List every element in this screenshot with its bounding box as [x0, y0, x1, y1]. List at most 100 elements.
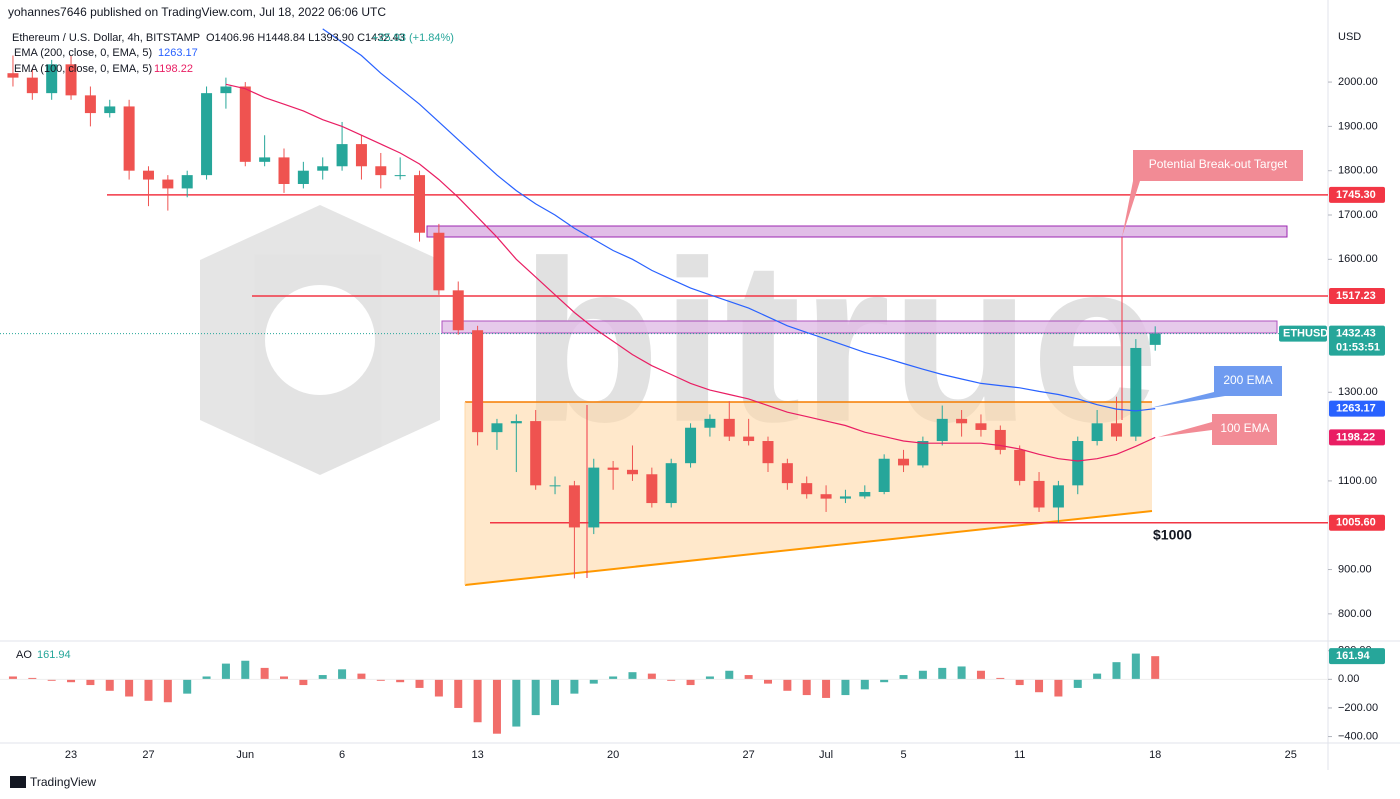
- x-tick-label: 27: [743, 749, 755, 761]
- x-tick-label: Jul: [819, 749, 833, 761]
- y-tick-label: 2000.00: [1338, 76, 1378, 88]
- ao-bar: [725, 670, 734, 680]
- candle-body: [297, 170, 309, 184]
- ao-bar: [221, 663, 230, 680]
- ao-bar: [357, 673, 366, 680]
- y-tick-label: 800.00: [1338, 608, 1372, 620]
- ao-bar: [551, 679, 560, 706]
- ao-bar: [318, 675, 327, 680]
- plot: [0, 28, 1328, 579]
- candle-body: [142, 170, 154, 180]
- x-tick-label: 11: [1014, 749, 1025, 761]
- candle-body: [433, 232, 445, 291]
- candle-body: [530, 421, 542, 486]
- level-badge: [1329, 186, 1385, 203]
- ao-bar: [647, 673, 656, 680]
- candle-body: [278, 157, 290, 184]
- ao-name: AO: [16, 649, 32, 661]
- candle-body: [1014, 449, 1026, 481]
- ao-bar: [415, 679, 424, 688]
- candle-body: [646, 474, 658, 504]
- legend-name: EMA (100, close, 0, EMA, 5): [14, 63, 152, 75]
- ao-tick-label: −200.00: [1338, 702, 1378, 714]
- x-tick-label: 27: [142, 749, 154, 761]
- candle-body: [1091, 423, 1103, 442]
- ema-badge: [1329, 400, 1385, 417]
- countdown: 01:53:51: [1336, 341, 1380, 353]
- candle-body: [239, 86, 251, 162]
- candle-body: [317, 166, 329, 171]
- target-label: $1000: [1153, 527, 1192, 543]
- candle-body: [472, 330, 484, 433]
- candle-body: [994, 429, 1006, 450]
- x-tick-label: 18: [1149, 749, 1161, 761]
- candle-body: [588, 467, 600, 528]
- ema-line: [322, 28, 1156, 412]
- candle-body: [123, 106, 135, 171]
- price-badge: [1329, 325, 1385, 356]
- ao-bar: [241, 660, 250, 680]
- x-tick-label: 6: [339, 749, 345, 761]
- ao-tick-label: −400.00: [1338, 730, 1378, 742]
- candle-body: [1110, 423, 1122, 437]
- candle-body: [259, 157, 271, 162]
- candle-body: [704, 418, 716, 428]
- candle-body: [1072, 441, 1084, 486]
- ao-bar: [1035, 679, 1044, 693]
- price-badge-text: 1432.43: [1336, 327, 1376, 339]
- callout: [1158, 414, 1277, 445]
- ohlc: O1406.96 H1448.84 L1393.90 C1432.43: [206, 32, 405, 44]
- candle-body: [820, 494, 832, 499]
- ema-badge-text: 1263.17: [1336, 403, 1376, 415]
- footer-logo: [10, 776, 26, 788]
- ticker-badge: [1279, 325, 1327, 342]
- candle-body: [7, 73, 19, 78]
- x-tick-label: 23: [65, 749, 77, 761]
- candle-body: [626, 469, 638, 475]
- y-tick-label: 1900.00: [1338, 120, 1378, 132]
- ao-bar: [473, 679, 482, 723]
- candle-body: [956, 418, 968, 424]
- level-badge: [1329, 288, 1385, 305]
- ao-bar: [1054, 679, 1063, 697]
- level-badge: [1329, 514, 1385, 531]
- candle-body: [84, 95, 96, 114]
- footer: TradingView: [30, 775, 96, 789]
- ao-bar: [764, 679, 772, 684]
- ao-bar: [1073, 679, 1082, 688]
- candle-body: [394, 175, 406, 177]
- ao-bar: [802, 679, 811, 696]
- ao-bar: [1015, 679, 1024, 686]
- ao-bar: [996, 677, 1005, 680]
- candle-body: [839, 496, 851, 499]
- candle-body: [1052, 485, 1064, 508]
- candle-body: [665, 463, 677, 504]
- candle-body: [46, 64, 58, 94]
- ao-bar: [28, 677, 37, 680]
- x-tick-label: 20: [607, 749, 619, 761]
- y-tick-label: 1600.00: [1338, 253, 1378, 265]
- ao-bar: [957, 666, 966, 680]
- watermark-logo: [200, 205, 440, 475]
- y-tick-label: 1800.00: [1338, 165, 1378, 177]
- callout: [1122, 150, 1303, 237]
- ao-bar: [822, 679, 831, 698]
- ao-bar: [202, 676, 211, 680]
- candle-body: [510, 421, 522, 424]
- y-tick-label: 1100.00: [1338, 475, 1377, 487]
- candle-body: [201, 93, 213, 176]
- ao-bar: [744, 675, 753, 680]
- candle-body: [491, 423, 503, 433]
- ao-bar: [260, 667, 269, 680]
- ao-bar: [299, 679, 308, 686]
- x-tick-label: 13: [471, 749, 483, 761]
- callout-text: 200 EMA: [1223, 373, 1272, 387]
- y-tick-label: 900.00: [1338, 563, 1372, 575]
- ao-value: 161.94: [37, 649, 71, 661]
- resistance-zone: [441, 320, 1278, 334]
- watermark-logo-hole: [265, 285, 375, 395]
- candle-body: [685, 427, 697, 464]
- ao-bar: [105, 679, 114, 691]
